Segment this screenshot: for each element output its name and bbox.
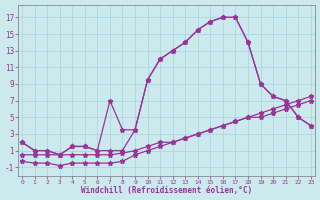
- X-axis label: Windchill (Refroidissement éolien,°C): Windchill (Refroidissement éolien,°C): [81, 186, 252, 195]
